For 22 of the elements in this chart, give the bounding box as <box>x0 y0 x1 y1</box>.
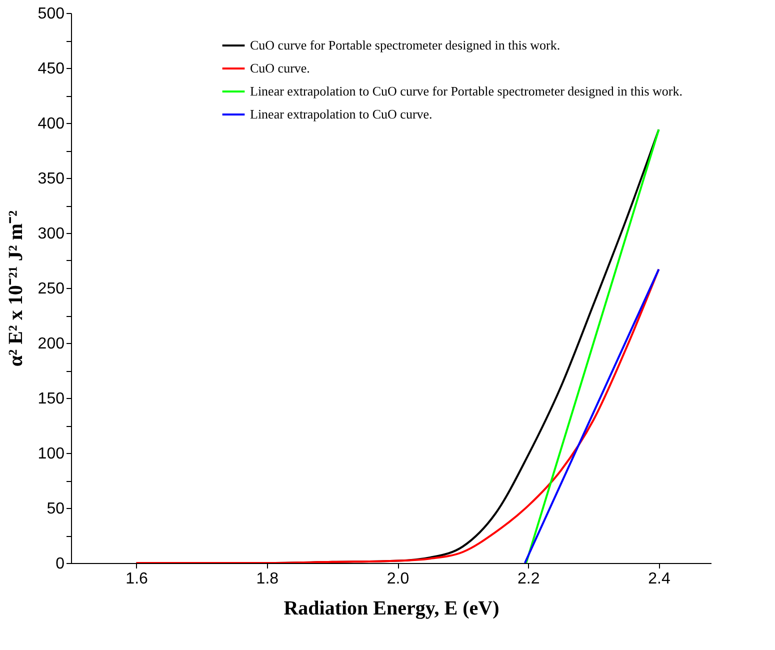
x-tick-label: 2.4 <box>648 570 670 588</box>
y-tick-label: 100 <box>38 446 65 462</box>
legend-label: CuO curve for Portable spectrometer designed in this work. <box>250 38 560 52</box>
y-tick-label: 500 <box>38 6 65 22</box>
x-tick-label: 2.2 <box>518 570 540 588</box>
y-tick-label: 250 <box>38 280 65 298</box>
y-tick-label: 50 <box>46 500 65 518</box>
y-axis-title: α² E² x 10⁻²¹ J² m⁻² <box>4 210 27 367</box>
y-tick-label: 150 <box>38 390 65 408</box>
y-tick-label: 0 <box>56 556 65 572</box>
y-tick-label: 200 <box>38 336 65 352</box>
legend-label: Linear extrapolation to CuO curve. <box>250 106 432 122</box>
y-tick-label: 350 <box>38 170 65 188</box>
x-tick-label: 1.6 <box>126 570 148 588</box>
x-tick-label: 2.0 <box>386 570 410 588</box>
y-tick-label: 400 <box>38 116 65 132</box>
x-axis-title: Radiation Energy, E (eV) <box>284 598 500 620</box>
legend-label: Linear extrapolation to CuO curve for Portable spectrometer designed in this work. <box>250 84 682 98</box>
x-tick-label: 1.8 <box>256 570 279 588</box>
legend-label: CuO curve. <box>250 60 310 76</box>
y-tick-label: 450 <box>38 60 65 78</box>
y-tick-label: 300 <box>38 226 65 242</box>
